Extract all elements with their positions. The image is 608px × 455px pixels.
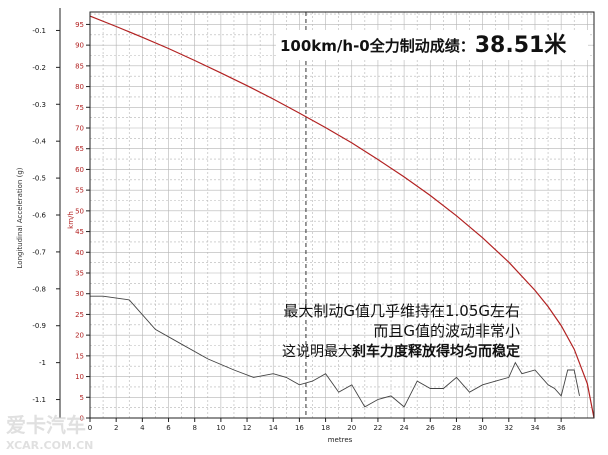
x-tick-label: 26 <box>426 424 435 432</box>
y-right-tick-label: 10 <box>75 373 84 381</box>
x-tick-label: 18 <box>321 424 330 432</box>
series-layer <box>89 15 595 419</box>
y-right-tick-label: 25 <box>75 311 84 319</box>
x-axis-label: metres <box>328 436 353 444</box>
x-tick-label: 20 <box>347 424 356 432</box>
tick-labels: -0.1 -0.2 -0.3 -0.4 -0.5 -0.6 -0.7 -0.8 -0.9 -1 -1… <box>32 21 566 432</box>
x-tick-label: 30 <box>478 424 487 432</box>
x-tick-label: 28 <box>452 424 461 432</box>
y-left-tick-label: -0.8 <box>32 285 46 293</box>
chart-title-value: 38.51米 <box>475 33 568 58</box>
x-tick-label: 4 <box>140 424 145 432</box>
x-tick-label: 36 <box>557 424 566 432</box>
annotation-line-1: 最大制动G值几乎维持在1.05G左右 <box>283 302 520 320</box>
y-right-tick-label: 20 <box>75 332 84 340</box>
chart-title-text: 100km/h-0全力制动成绩： <box>280 37 475 55</box>
y-right-axis-label: km/h <box>67 211 75 229</box>
y-right-tick-label: 0 <box>80 415 84 423</box>
y-left-tick-label: -0.9 <box>32 322 46 330</box>
y-right-tick-label: 75 <box>75 104 84 112</box>
y-left-tick-label: -0.2 <box>32 64 46 72</box>
y-right-tick-label: 65 <box>75 145 84 153</box>
y-right-tick-label: 35 <box>75 270 84 278</box>
axes-layer <box>56 8 595 422</box>
y-right-tick-label: 40 <box>75 249 84 257</box>
y-right-tick-label: 30 <box>75 290 84 298</box>
y-left-tick-label: -0.6 <box>32 212 46 220</box>
y-left-tick-label: -0.5 <box>32 175 46 183</box>
y-left-tick-label: -0.7 <box>32 248 46 256</box>
y-left-tick-label: -1 <box>39 359 46 367</box>
annotation-line-3: 这说明最大刹车力度释放得均匀而稳定 <box>282 343 520 360</box>
y-left-tick-label: -0.4 <box>32 138 46 146</box>
y-left-tick-label: -0.1 <box>32 27 46 35</box>
x-tick-label: 10 <box>216 424 225 432</box>
y-right-tick-label: 85 <box>75 62 84 70</box>
annotation-line-2: 而且G值的波动非常小 <box>373 322 520 340</box>
x-tick-label: 6 <box>166 424 171 432</box>
x-tick-label: 14 <box>269 424 278 432</box>
y-right-tick-label: 80 <box>75 83 84 91</box>
grid-lines <box>90 12 594 418</box>
watermark-sub: XCAR.COM.CN <box>6 439 93 452</box>
y-right-tick-label: 55 <box>75 187 84 195</box>
y-left-tick-label: -1.1 <box>32 396 46 404</box>
x-tick-label: 32 <box>504 424 513 432</box>
y-right-tick-label: 5 <box>80 394 84 402</box>
watermark-main: 爱卡汽车 <box>6 413 86 437</box>
y-right-tick-label: 60 <box>75 166 84 174</box>
y-left-tick-label: -0.3 <box>32 101 46 109</box>
y-left-axis-label: Longitudinal Acceleration (g) <box>16 167 24 268</box>
y-right-tick-label: 90 <box>75 42 84 50</box>
watermark-logo: 爱卡汽车 XCAR.COM.CN <box>6 413 93 452</box>
acceleration-series-line <box>90 295 580 408</box>
annotation-line-3-bold: 刹车力度释放得均匀而稳定 <box>352 343 520 360</box>
x-tick-label: 2 <box>114 424 118 432</box>
x-tick-label: 16 <box>295 424 304 432</box>
y-right-tick-label: 95 <box>75 21 84 29</box>
y-right-tick-label: 70 <box>75 125 84 133</box>
speed-series-line <box>89 15 595 419</box>
x-tick-label: 22 <box>373 424 382 432</box>
x-tick-label: 12 <box>243 424 252 432</box>
chart-title: 100km/h-0全力制动成绩：38.51米 <box>280 33 567 58</box>
title-backdrop <box>276 30 588 60</box>
annotation-line-3-prefix: 这说明最大 <box>282 343 352 360</box>
x-tick-label: 8 <box>192 424 196 432</box>
x-tick-label: 0 <box>88 424 92 432</box>
y-right-tick-label: 15 <box>75 352 84 360</box>
y-right-tick-label: 50 <box>75 207 84 215</box>
x-tick-label: 24 <box>400 424 409 432</box>
plot-frame <box>89 11 595 419</box>
x-tick-label: 34 <box>531 424 540 432</box>
y-right-tick-label: 45 <box>75 228 84 236</box>
